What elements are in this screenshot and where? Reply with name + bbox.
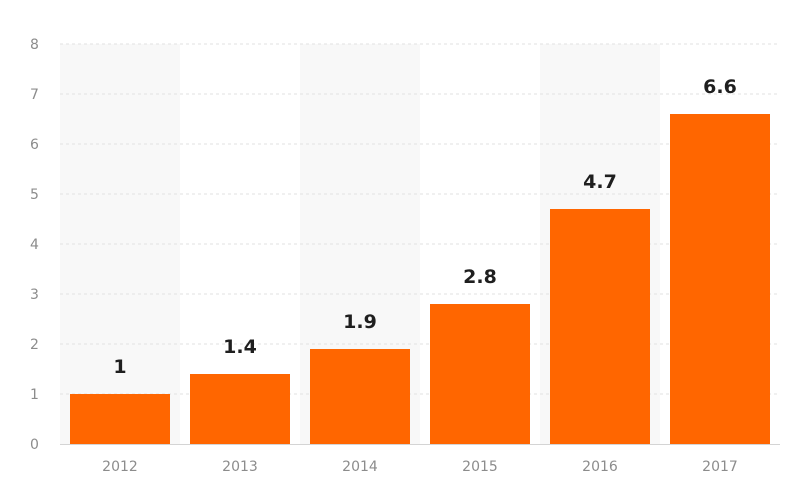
x-tick-label-2017: 2017: [702, 459, 738, 475]
data-label-2014: 1.9: [343, 311, 377, 333]
x-tick-label-2016: 2016: [582, 459, 618, 475]
y-tick-label: 2: [30, 337, 39, 353]
bar-2014: [310, 349, 410, 444]
data-label-2013: 1.4: [223, 336, 257, 358]
bar-2013: [190, 374, 290, 444]
y-tick-label: 6: [30, 137, 39, 153]
y-tick-label: 3: [30, 287, 39, 303]
x-tick-label-2014: 2014: [342, 459, 378, 475]
y-tick-label: 5: [30, 187, 39, 203]
y-tick-label: 4: [30, 237, 39, 253]
bar-2012: [70, 394, 170, 444]
bar-2017: [670, 114, 770, 444]
y-axis: 0 1 2 3 4 5 6 7 8: [30, 37, 39, 453]
y-tick-label: 1: [30, 387, 39, 403]
y-tick-label: 0: [30, 437, 39, 453]
bars: [70, 114, 770, 444]
x-axis: 2012 2013 2014 2015 2016 2017: [102, 459, 738, 475]
x-tick-label-2013: 2013: [222, 459, 258, 475]
data-label-2017: 6.6: [703, 76, 737, 98]
x-tick-label-2015: 2015: [462, 459, 498, 475]
data-label-2015: 2.8: [463, 266, 497, 288]
x-tick-label-2012: 2012: [102, 459, 138, 475]
y-tick-label: 7: [30, 87, 39, 103]
data-label-2012: 1: [113, 356, 126, 378]
data-label-2016: 4.7: [583, 171, 617, 193]
gridlines: [60, 43, 780, 395]
data-labels: 1 1.4 1.9 2.8 4.7 6.6: [113, 76, 736, 378]
bar-2015: [430, 304, 530, 444]
bar-2016: [550, 209, 650, 444]
y-tick-label: 8: [30, 37, 39, 53]
